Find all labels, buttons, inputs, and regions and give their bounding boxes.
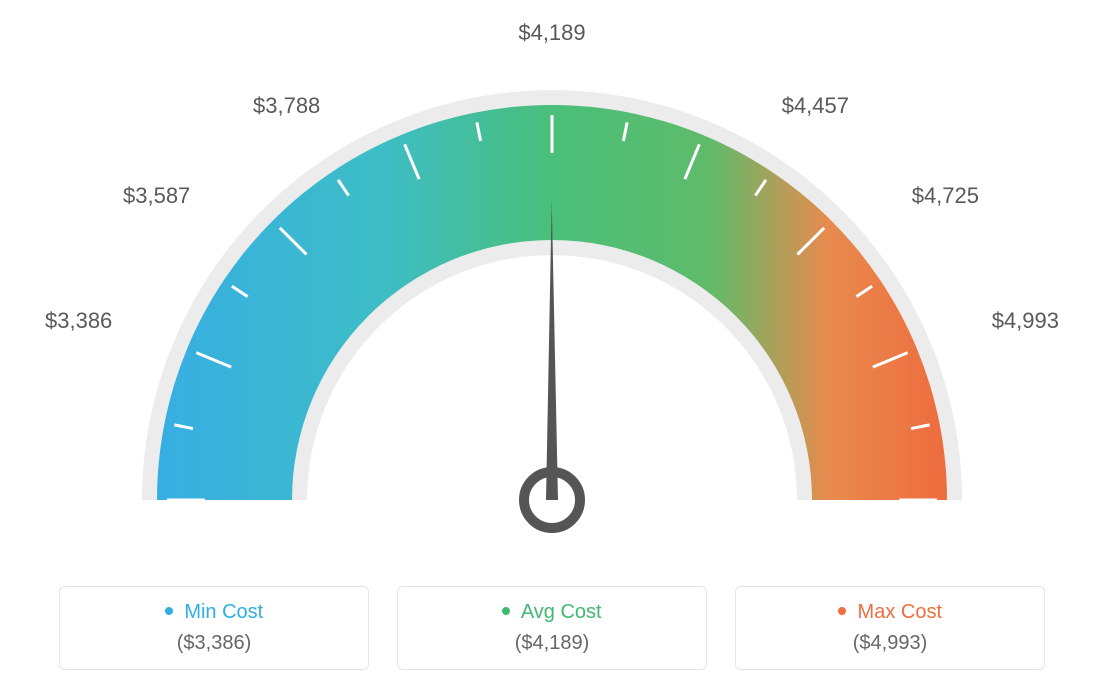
gauge-tick-label: $4,993	[992, 308, 1059, 334]
dot-icon	[502, 607, 510, 615]
cost-gauge-chart: $3,386 $3,587 $3,788 $4,189 $4,457 $4,725 $4,9…	[0, 0, 1104, 690]
gauge-tick-label: $4,725	[912, 183, 979, 209]
legend-title-avg: Avg Cost	[398, 601, 706, 624]
legend-label-min: Min Cost	[184, 601, 263, 623]
gauge-tick-label: $3,386	[45, 308, 112, 334]
gauge-svg	[102, 60, 1002, 560]
legend-card-max: Max Cost ($4,993)	[735, 586, 1045, 670]
legend-row: Min Cost ($3,386) Avg Cost ($4,189) Max …	[0, 586, 1104, 670]
legend-title-min: Min Cost	[60, 601, 368, 624]
gauge-tick-label: $3,587	[123, 183, 190, 209]
legend-value-min: ($3,386)	[60, 632, 368, 655]
dot-icon	[838, 607, 846, 615]
gauge-tick-label: $3,788	[253, 93, 320, 119]
gauge-tick-label: $4,457	[782, 93, 849, 119]
legend-card-min: Min Cost ($3,386)	[59, 586, 369, 670]
legend-label-avg: Avg Cost	[521, 601, 602, 623]
legend-card-avg: Avg Cost ($4,189)	[397, 586, 707, 670]
legend-value-avg: ($4,189)	[398, 632, 706, 655]
legend-value-max: ($4,993)	[736, 632, 1044, 655]
legend-label-max: Max Cost	[858, 601, 942, 623]
legend-title-max: Max Cost	[736, 601, 1044, 624]
gauge-tick-label: $4,189	[518, 20, 585, 46]
dot-icon	[165, 607, 173, 615]
gauge-area: $3,386 $3,587 $3,788 $4,189 $4,457 $4,725 $4,9…	[0, 0, 1104, 560]
